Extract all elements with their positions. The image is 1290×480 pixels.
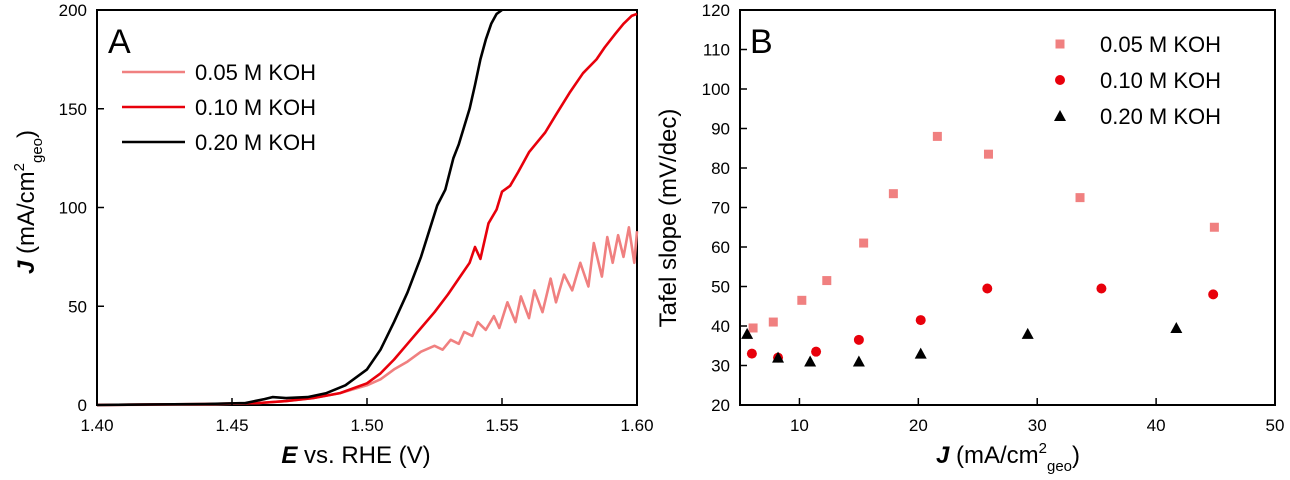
panel-b-x-axis-title: J (mA/cm2geo) [936,440,1080,475]
panel-b-x-tick-label: 20 [909,416,928,435]
panel-b-x-rest: (mA/cm [949,442,1038,469]
panel-b-y-tick-label: 50 [711,278,730,297]
data-point-0-05-m-koh [888,189,898,199]
panel-b-scatter-chart: 10 20 30 40 50 20 30 40 50 60 70 80 90 100 110 120 B 0.… [655,1,1284,475]
panel-a-ticks: 1.40 1.45 1.50 1.55 1.60 0 50 100 150 200 [59,1,654,435]
panel-a-x-tick-label: 1.60 [620,416,653,435]
panel-b-y-tick-label: 80 [711,159,730,178]
legend-label-0-10-m-koh: 0.10 M KOH [1100,68,1221,93]
panel-a-x-rest: vs. RHE (V) [297,442,430,469]
panel-b-y-axis-title: Tafel slope (mV/dec) [655,109,682,328]
panel-a-y-close: ) [13,130,40,138]
series-line-0-20-m-koh [96,8,503,407]
panel-a-y-tick-label: 200 [59,1,87,20]
panel-a-x-tick-label: 1.55 [485,416,518,435]
panel-a-x-tick-label: 1.50 [350,416,383,435]
panel-a-y-symbol: J [13,260,40,274]
series-line-0-10-m-koh [96,12,638,407]
panel-b-x-tick-label: 40 [1147,416,1166,435]
panel-a-plot-frame [96,9,638,406]
panel-a-line-chart: 1.40 1.45 1.50 1.55 1.60 0 50 100 150 200 A 0.05 … [11,1,654,469]
legend-label-0-10-m-koh: 0.10 M KOH [195,95,316,120]
panel-a-y-sub: geo [29,138,46,163]
data-point-0-10-m-koh [1208,289,1219,300]
panel-b-x-sub: geo [1047,458,1072,475]
panel-b-y-tick-label: 120 [702,1,730,20]
panel-a-y-rest: (mA/cm [13,171,40,260]
data-point-0-20-m-koh [1021,327,1034,339]
panel-b-x-symbol: J [936,442,950,469]
data-point-0-20-m-koh [852,355,865,367]
panel-a-y-tick-label: 50 [68,297,87,316]
data-point-0-05-m-koh [983,149,993,159]
data-point-0-10-m-koh [1096,283,1107,294]
legend-marker-0-10-m-koh [1055,75,1065,85]
legend-marker-0-20-m-koh [1054,110,1066,121]
data-point-0-20-m-koh [741,327,754,339]
panel-b-y-tick-label: 40 [711,317,730,336]
panel-a-x-axis-title: E vs. RHE (V) [281,442,430,469]
panel-a-x-tick-label: 1.45 [215,416,248,435]
panel-b-x-sup: 2 [1039,440,1047,457]
panel-a-x-symbol: E [281,442,298,469]
legend-marker-0-05-m-koh [1055,39,1065,49]
panel-b-x-close: ) [1072,442,1080,469]
data-point-0-20-m-koh [772,351,785,363]
data-point-0-05-m-koh [768,317,778,327]
data-point-0-20-m-koh [914,347,927,359]
panel-a-legend: 0.05 M KOH 0.10 M KOH 0.20 M KOH [122,60,316,155]
panel-a-x-tick-label: 1.40 [80,416,113,435]
legend-label-0-20-m-koh: 0.20 M KOH [1100,104,1221,129]
panel-b-y-tick-label: 110 [703,41,730,60]
data-point-0-10-m-koh [853,334,864,345]
legend-label-0-05-m-koh: 0.05 M KOH [1100,32,1221,57]
panel-b-legend: 0.05 M KOH 0.10 M KOH 0.20 M KOH [1054,32,1221,129]
data-point-0-05-m-koh [859,238,869,248]
panel-b-ticks: 10 20 30 40 50 20 30 40 50 60 70 80 90 100 110 120 [702,1,1285,435]
panel-a-series-group [96,8,639,407]
panel-b-series-group [741,131,1219,367]
data-point-0-05-m-koh [1075,193,1085,203]
panel-b-y-tick-label: 60 [711,238,730,257]
panel-b-x-tick-label: 10 [790,416,809,435]
data-point-0-20-m-koh [804,355,817,367]
panel-a-y-sup: 2 [11,163,28,171]
data-point-0-05-m-koh [1209,222,1219,232]
panel-b-y-tick-label: 100 [702,80,730,99]
legend-label-0-20-m-koh: 0.20 M KOH [195,130,316,155]
panel-b-y-tick-label: 30 [711,357,730,376]
panel-a-y-axis-title: J (mA/cm2geo) [11,130,46,274]
panel-a-letter: A [108,23,131,61]
data-point-0-10-m-koh [811,346,822,357]
data-point-0-05-m-koh [932,131,942,141]
data-point-0-05-m-koh [797,295,807,305]
data-point-0-10-m-koh [915,315,926,326]
panel-b-y-tick-label: 90 [711,120,730,139]
panel-a-y-tick-label: 150 [59,100,87,119]
data-point-0-20-m-koh [1170,321,1183,333]
data-point-0-10-m-koh [982,283,993,294]
series-line-0-05-m-koh [96,226,639,407]
panel-b-y-tick-label: 20 [711,396,730,415]
data-point-0-05-m-koh [748,323,758,333]
panel-b-y-tick-label: 70 [711,199,730,218]
data-point-0-10-m-koh [746,348,757,359]
data-point-0-05-m-koh [822,276,832,286]
panel-b-letter: B [750,23,773,61]
panel-b-x-tick-label: 30 [1028,416,1047,435]
panel-b-x-tick-label: 50 [1266,416,1285,435]
panel-a-y-tick-label: 100 [59,199,87,218]
legend-label-0-05-m-koh: 0.05 M KOH [195,60,316,85]
panel-a-y-tick-label: 0 [78,396,87,415]
